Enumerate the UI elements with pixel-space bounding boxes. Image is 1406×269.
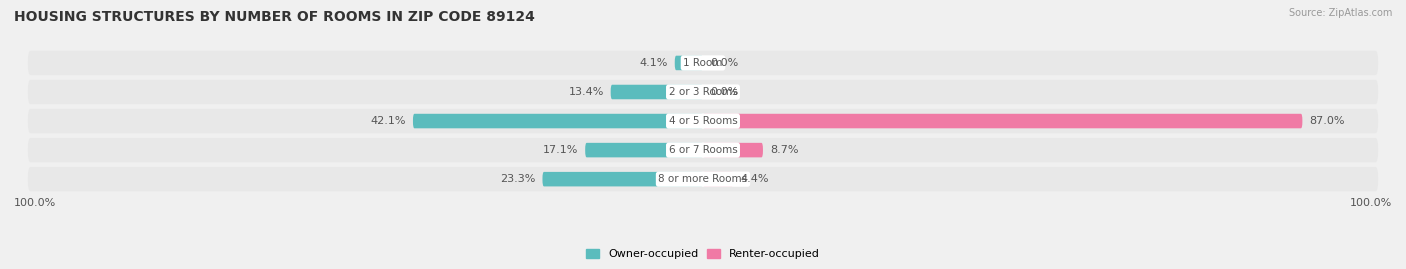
Text: 4.4%: 4.4% (740, 174, 769, 184)
Text: 1 Room: 1 Room (683, 58, 723, 68)
FancyBboxPatch shape (585, 143, 703, 157)
Text: 0.0%: 0.0% (710, 87, 738, 97)
FancyBboxPatch shape (28, 80, 1378, 104)
FancyBboxPatch shape (675, 56, 703, 70)
Text: 87.0%: 87.0% (1309, 116, 1344, 126)
Text: 6 or 7 Rooms: 6 or 7 Rooms (669, 145, 737, 155)
FancyBboxPatch shape (28, 138, 1378, 162)
FancyBboxPatch shape (703, 143, 763, 157)
Text: Source: ZipAtlas.com: Source: ZipAtlas.com (1288, 8, 1392, 18)
Text: 42.1%: 42.1% (371, 116, 406, 126)
Text: 2 or 3 Rooms: 2 or 3 Rooms (669, 87, 737, 97)
FancyBboxPatch shape (610, 85, 703, 99)
Text: 13.4%: 13.4% (568, 87, 603, 97)
Text: 100.0%: 100.0% (1350, 198, 1392, 208)
Text: HOUSING STRUCTURES BY NUMBER OF ROOMS IN ZIP CODE 89124: HOUSING STRUCTURES BY NUMBER OF ROOMS IN… (14, 10, 534, 24)
Text: 100.0%: 100.0% (14, 198, 56, 208)
Text: 8.7%: 8.7% (770, 145, 799, 155)
Text: 4.1%: 4.1% (640, 58, 668, 68)
FancyBboxPatch shape (28, 109, 1378, 133)
FancyBboxPatch shape (543, 172, 703, 186)
FancyBboxPatch shape (28, 167, 1378, 191)
FancyBboxPatch shape (28, 51, 1378, 75)
Text: 4 or 5 Rooms: 4 or 5 Rooms (669, 116, 737, 126)
FancyBboxPatch shape (413, 114, 703, 128)
Text: 17.1%: 17.1% (543, 145, 578, 155)
FancyBboxPatch shape (703, 114, 1302, 128)
FancyBboxPatch shape (703, 172, 734, 186)
Legend: Owner-occupied, Renter-occupied: Owner-occupied, Renter-occupied (581, 244, 825, 264)
Text: 8 or more Rooms: 8 or more Rooms (658, 174, 748, 184)
Text: 23.3%: 23.3% (501, 174, 536, 184)
Text: 0.0%: 0.0% (710, 58, 738, 68)
